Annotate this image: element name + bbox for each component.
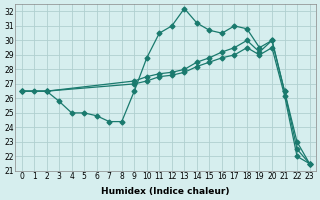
X-axis label: Humidex (Indice chaleur): Humidex (Indice chaleur) [101, 187, 230, 196]
